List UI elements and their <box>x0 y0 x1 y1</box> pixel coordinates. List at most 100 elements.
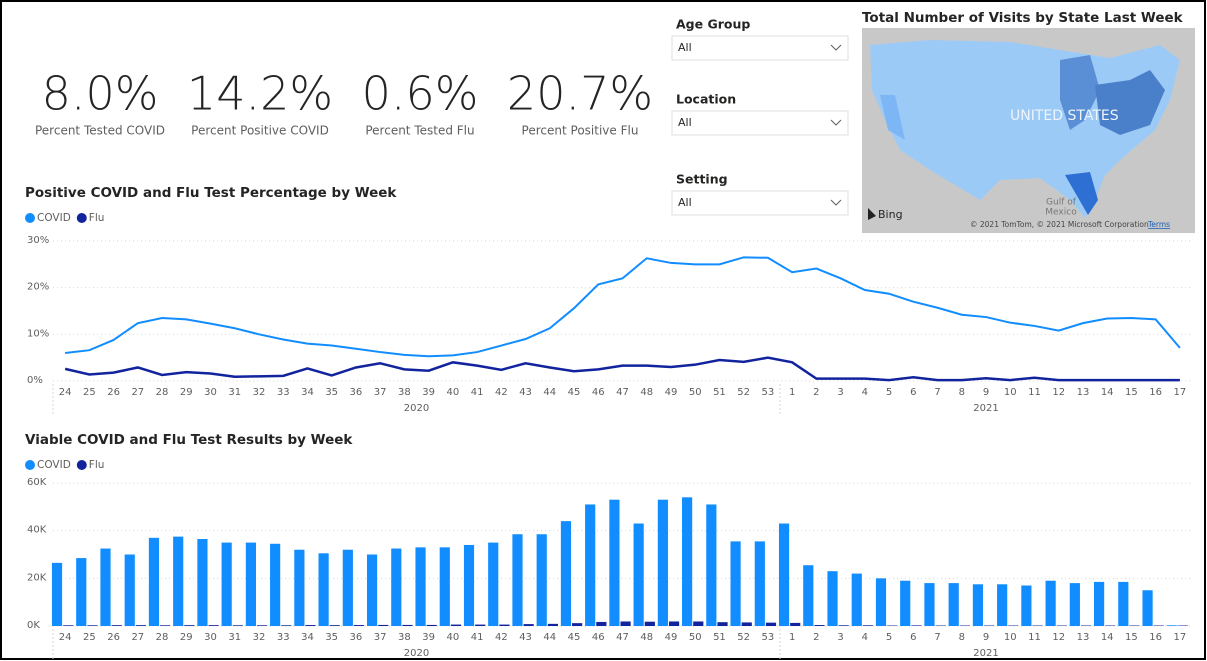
dropdown[interactable] <box>671 190 849 216</box>
map-title: Total Number of Visits by State Last Wee… <box>862 10 1184 26</box>
x-tick-label: 35 <box>325 632 338 643</box>
x-tick-label: 46 <box>592 632 605 643</box>
x-tick-label: 4 <box>862 632 868 643</box>
bar <box>294 549 305 626</box>
bar <box>63 625 74 626</box>
x-tick-label: 33 <box>277 632 290 643</box>
bar <box>547 623 558 626</box>
bar <box>900 580 911 626</box>
x-tick-label: 30 <box>204 387 217 398</box>
filter-label: Location <box>676 92 736 107</box>
bar <box>160 625 171 626</box>
x-tick-label: 49 <box>665 632 678 643</box>
bar <box>1166 625 1177 626</box>
filter-label: Setting <box>676 172 728 187</box>
kpi-value: 14.2% <box>187 67 333 121</box>
x-tick-label: 1 <box>789 632 795 643</box>
x-tick-label: 16 <box>1149 632 1162 643</box>
x-tick-label: 9 <box>983 387 989 398</box>
x-tick-label: 24 <box>59 632 72 643</box>
x-tick-label: 11 <box>1028 632 1041 643</box>
bar <box>948 583 959 626</box>
x-tick-label: 37 <box>374 387 387 398</box>
x-tick-label: 51 <box>713 632 726 643</box>
x-tick-label: 51 <box>713 387 726 398</box>
bar <box>924 583 935 626</box>
x-tick-label: 8 <box>959 387 965 398</box>
x-tick-label: 38 <box>398 387 411 398</box>
x-tick-label: 25 <box>83 632 96 643</box>
x-tick-label: 35 <box>325 387 338 398</box>
x-tick-label: 3 <box>837 387 843 398</box>
x-tick-label: 50 <box>689 387 702 398</box>
bar <box>657 499 668 626</box>
bar <box>814 625 825 626</box>
bar <box>730 541 741 626</box>
x-tick-label: 50 <box>689 632 702 643</box>
bar <box>318 553 329 626</box>
x-tick-label: 17 <box>1174 387 1187 398</box>
x-tick-label: 52 <box>737 632 750 643</box>
bar <box>450 624 462 626</box>
kpi-label: Percent Tested COVID <box>35 124 165 138</box>
bar <box>135 625 146 626</box>
chevron <box>830 44 842 51</box>
x-tick-label: 48 <box>640 387 653 398</box>
bar <box>124 554 135 626</box>
dropdown-value[interactable]: All <box>678 196 692 209</box>
x-tick-label: 53 <box>762 632 775 643</box>
y-tick-label: 0K <box>27 620 40 631</box>
dropdown[interactable] <box>671 35 849 61</box>
x-tick-label: 3 <box>837 632 843 643</box>
x-tick-label: 40 <box>446 387 459 398</box>
x-tick-label: 45 <box>568 632 581 643</box>
x-tick-label: 31 <box>228 632 241 643</box>
map-terms[interactable]: Terms <box>1147 220 1170 229</box>
bar <box>245 542 256 626</box>
x-tick-label: 12 <box>1052 387 1065 398</box>
bar <box>256 625 268 626</box>
x-tick-label: 13 <box>1077 632 1090 643</box>
map-region <box>1065 172 1098 215</box>
bar <box>596 621 607 626</box>
chart-title: Viable COVID and Flu Test Results by Wee… <box>25 432 353 448</box>
map-label: Mexico <box>1045 208 1077 218</box>
bar <box>633 523 644 626</box>
x-tick-label: 40 <box>446 632 459 643</box>
filter-label: Age Group <box>676 17 750 32</box>
bar <box>342 549 353 626</box>
x-tick-label: 41 <box>471 387 484 398</box>
x-tick-label: 15 <box>1125 632 1138 643</box>
bar <box>366 554 378 626</box>
bar <box>378 624 389 626</box>
bar <box>499 624 510 626</box>
dropdown-value[interactable]: All <box>678 41 692 54</box>
x-tick-label: 13 <box>1077 387 1090 398</box>
x-group-label: 2021 <box>973 648 998 659</box>
map-region <box>1060 55 1100 130</box>
y-tick-label: 20% <box>27 282 49 293</box>
x-tick-label: 5 <box>886 632 892 643</box>
x-tick-label: 28 <box>156 387 169 398</box>
y-tick-label: 0% <box>27 375 43 386</box>
x-tick-label: 43 <box>519 387 532 398</box>
x-tick-label: 14 <box>1101 387 1114 398</box>
bar <box>693 621 704 626</box>
bar <box>184 625 195 626</box>
bar <box>197 539 208 626</box>
bar <box>415 547 426 626</box>
x-tick-label: 36 <box>350 387 363 398</box>
dropdown[interactable] <box>671 110 849 136</box>
dropdown-value[interactable]: All <box>678 116 692 129</box>
x-tick-label: 27 <box>131 387 144 398</box>
x-tick-label: 10 <box>1004 387 1017 398</box>
bar <box>765 622 777 626</box>
x-group-label: 2020 <box>404 648 429 659</box>
kpi-label: Percent Positive Flu <box>522 124 639 138</box>
bar <box>100 548 111 626</box>
kpi-value: 0.6% <box>362 67 479 121</box>
line-series <box>64 356 1180 382</box>
bar <box>1094 581 1105 626</box>
x-tick-label: 29 <box>180 632 193 643</box>
bar <box>838 625 849 626</box>
